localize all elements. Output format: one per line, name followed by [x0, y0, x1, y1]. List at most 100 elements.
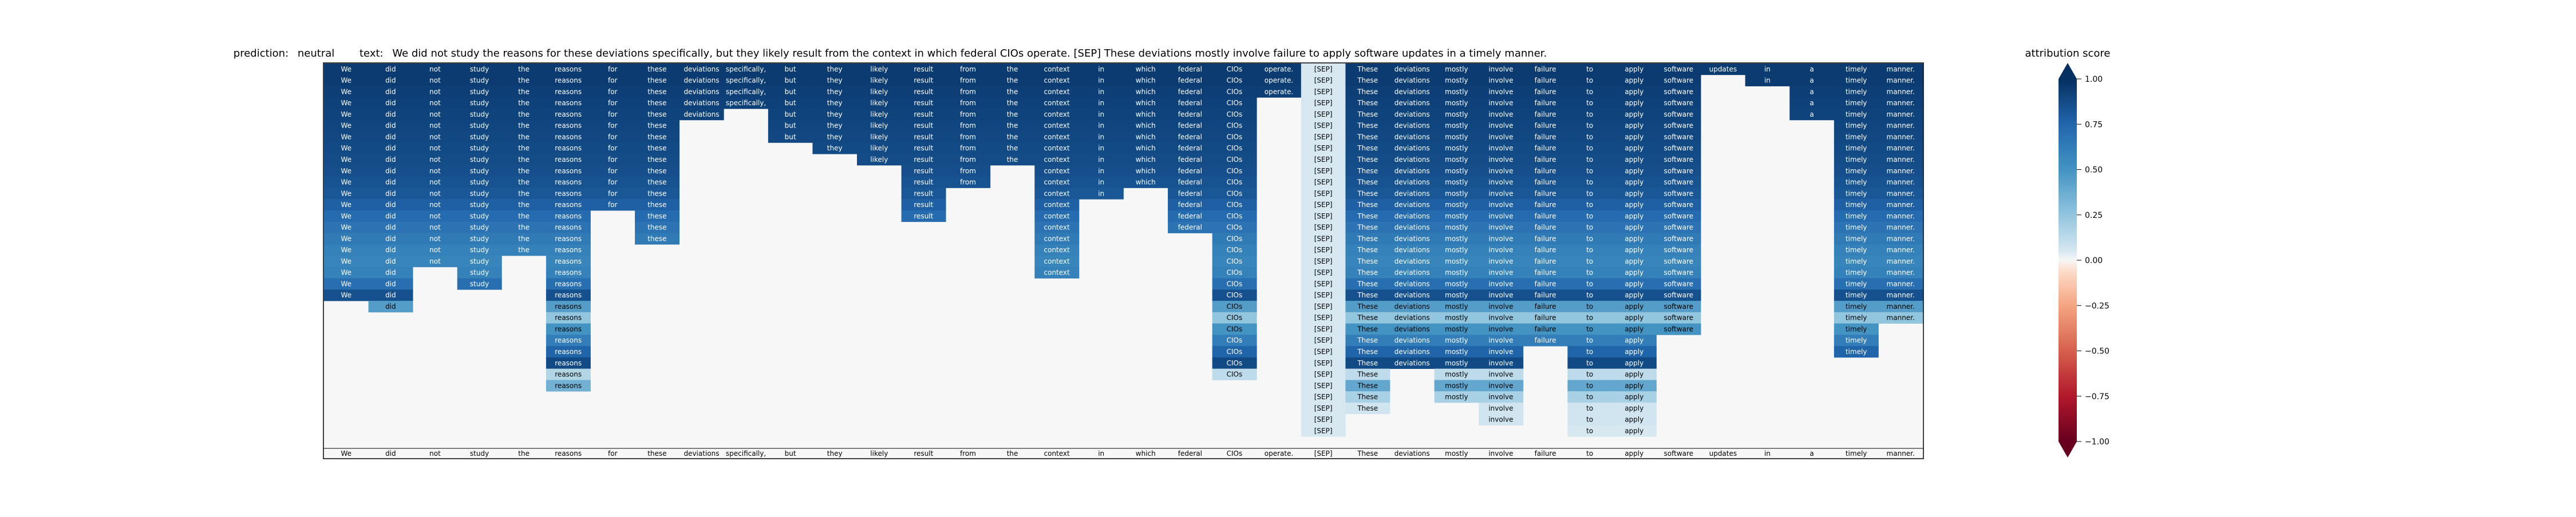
cell-token-label: These: [1357, 336, 1378, 344]
heatmap-cell: [1212, 142, 1257, 154]
cell-token-label: [SEP]: [1314, 348, 1333, 356]
cell-token-label: deviations: [1394, 144, 1430, 152]
heatmap-cell: [501, 244, 547, 256]
cell-token-label: likely: [870, 133, 888, 141]
cell-token-label: likely: [870, 77, 888, 85]
heatmap-cell: [1390, 188, 1435, 200]
heatmap-cell: [1301, 199, 1346, 211]
cell-token-label: failure: [1535, 156, 1556, 164]
cell-token-label: context: [1044, 65, 1070, 73]
heatmap-cell: [1567, 86, 1613, 98]
heatmap-cell: [1656, 221, 1701, 233]
heatmap-cell: [1345, 312, 1390, 324]
heatmap-cell: [546, 86, 591, 98]
heatmap-cell: [1611, 335, 1657, 347]
cell-token-label: context: [1044, 156, 1070, 164]
heatmap-cell: [1878, 74, 1923, 86]
cell-token-label: involve: [1488, 122, 1513, 130]
cell-token-label: failure: [1535, 122, 1556, 130]
heatmap-cell: [1479, 391, 1524, 403]
heatmap-cell: [1523, 86, 1568, 98]
heatmap-cell: [1345, 120, 1390, 132]
cell-token-label: timely: [1846, 122, 1867, 130]
heatmap-cell: [1345, 233, 1390, 245]
heatmap-cell: [1034, 142, 1080, 154]
heatmap-cell: [990, 63, 1035, 75]
cell-token-label: [SEP]: [1314, 156, 1333, 164]
x-token-label: updates: [1709, 450, 1737, 458]
heatmap-cell: [413, 131, 458, 143]
heatmap-cell: [546, 131, 591, 143]
cell-token-label: from: [960, 88, 976, 96]
heatmap-cell: [590, 154, 635, 166]
heatmap-cell: [546, 188, 591, 200]
heatmap-cell: [1434, 142, 1479, 154]
heatmap-cell: [1479, 301, 1524, 313]
heatmap-cell: [1567, 391, 1613, 403]
heatmap-cell: [1168, 188, 1213, 200]
cell-token-label: which: [1136, 77, 1156, 85]
heatmap-cell: [1212, 256, 1257, 268]
cell-token-label: apply: [1625, 246, 1643, 254]
cell-token-label: from: [960, 77, 976, 85]
cell-token-label: CIOs: [1227, 269, 1243, 277]
cell-token-label: manner.: [1887, 314, 1915, 322]
cell-token-label: result: [914, 65, 933, 73]
heatmap-cell: [590, 176, 635, 188]
cell-token-label: manner.: [1887, 189, 1915, 197]
heatmap-cell: [1078, 176, 1124, 188]
cell-token-label: manner.: [1887, 303, 1915, 311]
heatmap-cell: [1434, 188, 1479, 200]
cell-token-label: operate.: [1265, 88, 1294, 96]
heatmap-cell: [1434, 278, 1479, 290]
cell-token-label: deviations: [1394, 234, 1430, 242]
cell-token-label: timely: [1846, 110, 1867, 118]
cell-token-label: to: [1586, 189, 1593, 197]
cell-token-label: they: [827, 144, 843, 152]
heatmap-cell: [724, 97, 769, 109]
heatmap-cell: [546, 176, 591, 188]
cell-token-label: the: [1007, 110, 1018, 118]
cell-token-label: We: [341, 201, 352, 209]
heatmap-cell: [1789, 86, 1835, 98]
heatmap-cell: [1567, 154, 1613, 166]
cell-token-label: CIOs: [1227, 65, 1243, 73]
heatmap-cell: [1034, 109, 1080, 121]
heatmap-cell: [1212, 120, 1257, 132]
cell-token-label: context: [1044, 269, 1070, 277]
cell-token-label: failure: [1535, 201, 1556, 209]
heatmap-cell: [413, 74, 458, 86]
heatmap-cell: [1878, 289, 1923, 301]
cell-token-label: they: [827, 99, 843, 107]
heatmap-cell: [1611, 267, 1657, 279]
cell-token-label: mostly: [1445, 257, 1468, 265]
cell-token-label: context: [1044, 99, 1070, 107]
heatmap-cell: [1034, 256, 1080, 268]
heatmap-cell: [1078, 109, 1124, 121]
heatmap-cell: [1034, 233, 1080, 245]
heatmap-cell: [501, 97, 547, 109]
heatmap-cell: [1479, 380, 1524, 392]
cell-token-label: result: [914, 77, 933, 85]
x-token-label: We: [341, 450, 352, 458]
heatmap-cell: [413, 233, 458, 245]
heatmap-cell: [679, 86, 724, 98]
cell-token-label: timely: [1846, 224, 1867, 232]
heatmap-cell: [413, 176, 458, 188]
cell-token-label: software: [1664, 224, 1694, 232]
heatmap-cell: [1834, 267, 1879, 279]
cell-token-label: involve: [1488, 178, 1513, 186]
cell-token-label: which: [1136, 156, 1156, 164]
heatmap-cell: [1878, 97, 1923, 109]
cell-token-label: software: [1664, 167, 1694, 175]
cell-token-label: timely: [1846, 201, 1867, 209]
cell-token-label: apply: [1625, 314, 1643, 322]
heatmap-cell: [635, 131, 680, 143]
heatmap-cell: [1611, 63, 1657, 75]
cell-token-label: not: [429, 234, 441, 242]
cell-token-label: these: [647, 212, 666, 220]
cell-token-label: reasons: [555, 325, 582, 333]
heatmap-cell: [857, 63, 902, 75]
cell-token-label: deviations: [1394, 246, 1430, 254]
heatmap-cell: [546, 312, 591, 324]
